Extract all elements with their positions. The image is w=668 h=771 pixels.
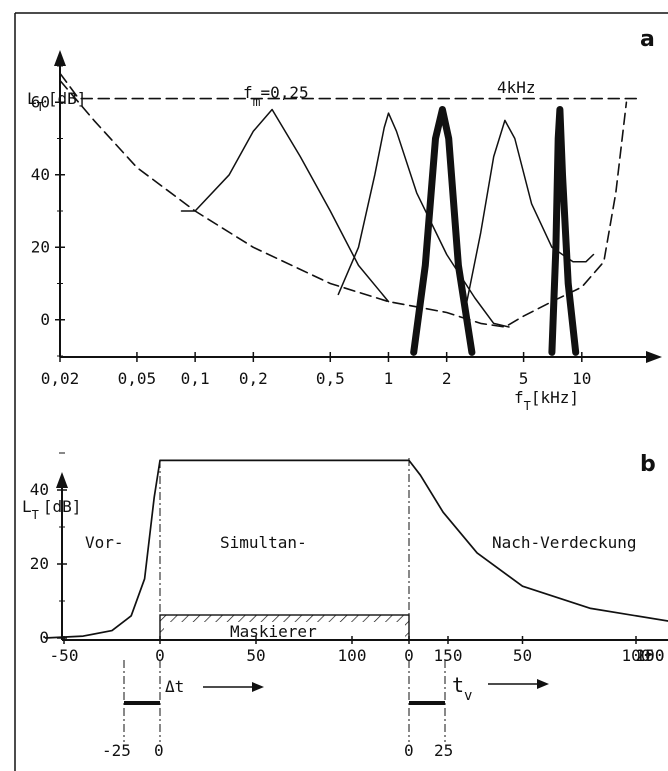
panel-a-dashed-threshold-0 — [59, 72, 641, 100]
panel-a-thin-curve-2 — [180, 108, 390, 303]
panel-a-xlabel: fT[kHz] — [514, 388, 579, 413]
bracket-right-start-label: 0 — [404, 741, 414, 760]
panel-a-thin-curve-3 — [337, 112, 510, 328]
tv-label: tv — [452, 673, 472, 704]
panel-a-label: a — [640, 27, 655, 52]
panel-a-ylabel: LT [dB] — [27, 89, 86, 114]
panel-b-y-tick-label: 40 — [30, 480, 49, 499]
panel-a-x-tick-label: 1 — [384, 369, 394, 388]
panel-a-x-tick-label: 5 — [519, 369, 529, 388]
panel-a-x-tick-label: 2 — [442, 369, 452, 388]
label-simultan: Simultan- — [220, 533, 307, 552]
panel-b-x-tick-label: -50 — [50, 646, 79, 665]
panel-a-y-tick-label: 60 — [31, 92, 50, 111]
panel-b-ylabel: LT [dB] — [22, 497, 81, 522]
panel-a-x-tick-label: 10 — [572, 369, 591, 388]
panel-b-x-tick-label: 0 — [155, 646, 165, 665]
panel-a-fm-annotation: fm=0,25 — [243, 83, 309, 110]
panel-a-x-tick-label: 0,1 — [181, 369, 210, 388]
panel-a-x-tick-label: 0,05 — [118, 369, 157, 388]
panel-a-x-tick-label: 0,02 — [41, 369, 80, 388]
tv-arrowhead — [537, 679, 549, 689]
panel-b-x-tick-label: 50 — [513, 646, 532, 665]
label-vor: Vor- — [85, 533, 124, 552]
panel-b-y-arrow — [56, 472, 68, 488]
panel-a-thick-curve-6 — [548, 106, 580, 356]
panel-b-threshold-curve — [44, 459, 668, 639]
panel-a-x-tick-label: 0,5 — [316, 369, 345, 388]
panel-b-y-tick-label: 20 — [30, 554, 49, 573]
panel-a-y-tick-label: 40 — [31, 165, 50, 184]
panel-b-label: b — [640, 452, 656, 477]
panel-a-y-arrow — [54, 50, 66, 66]
panel-b-x-tick-label: 100 — [622, 646, 651, 665]
panel-a-thin-curve-4 — [464, 119, 595, 310]
panel-a-dashed-threshold-1 — [59, 79, 628, 328]
panel-a-khz-annotation: 4kHz — [497, 78, 536, 97]
panel-b-x-tick-label: 100 — [338, 646, 367, 665]
panel-a-y-tick-label: 20 — [31, 237, 50, 256]
panel-a-y-ticks: 0 20 40 60 — [31, 65, 65, 357]
panel-b-y-ticks: 0 20 40 — [30, 452, 67, 647]
panel-b-series — [44, 459, 668, 639]
panel-a-series — [59, 72, 641, 356]
masker-bar-label-bg — [164, 622, 405, 640]
panel-b-x-tick-label: 150 — [434, 646, 463, 665]
delta-t-arrowhead — [252, 682, 264, 692]
label-nach-verdeckung: Nach-Verdeckung — [492, 533, 637, 552]
panel-b-x-tick-label: 200 — [636, 646, 665, 665]
bracket-left-start-label: -25 — [102, 741, 131, 760]
masker-label: Maskierer — [230, 622, 317, 641]
panel-b-x-tick-label: 0 — [404, 646, 414, 665]
bracket-right-end-label: 25 — [434, 741, 453, 760]
panel-a-thick-curve-5 — [410, 106, 476, 356]
bracket-left-end-label: 0 — [154, 741, 164, 760]
panel-b-x-tick-label: 50 — [246, 646, 265, 665]
panel-a-x-tick-label: 0,2 — [239, 369, 268, 388]
panel-b-x-tick-label: 150 — [636, 646, 665, 665]
delta-t-label: Δt — [165, 677, 184, 696]
panel-b-y-tick-label: 0 — [39, 628, 49, 647]
panel-a-x-arrow — [646, 351, 662, 363]
panel-a-y-tick-label: 0 — [40, 310, 50, 329]
panel-a-x-ticks: 0,02 0,05 0,1 0,2 0,5 1 2 5 10 — [41, 352, 591, 388]
